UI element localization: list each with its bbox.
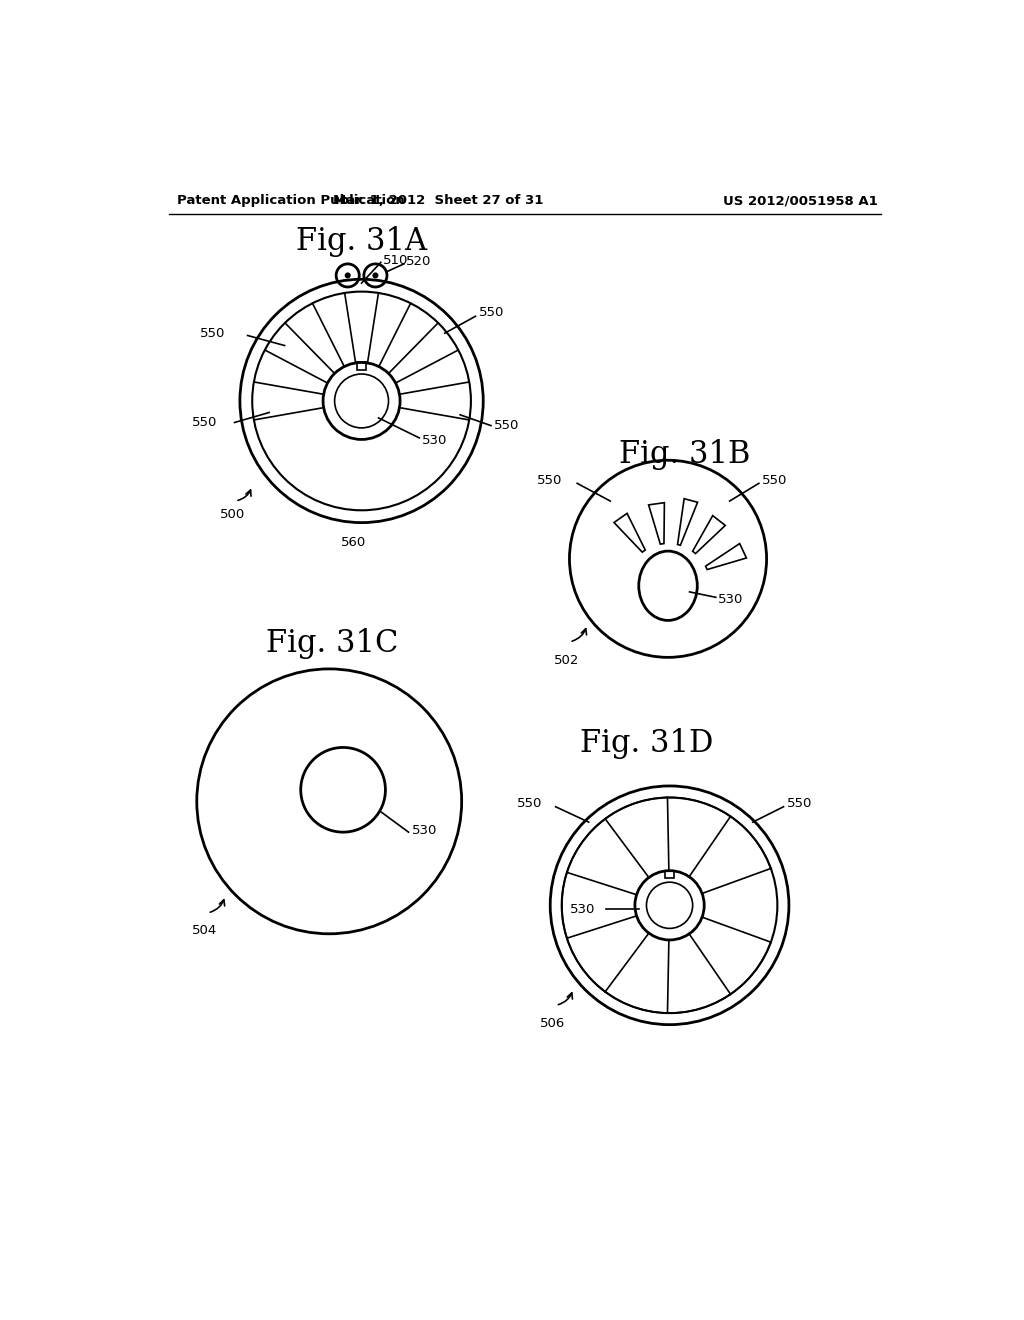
Text: 550: 550	[494, 418, 519, 432]
Text: 506: 506	[541, 1016, 565, 1030]
Text: 550: 550	[200, 326, 225, 339]
Text: 504: 504	[193, 924, 217, 937]
Text: 530: 530	[413, 824, 437, 837]
Text: 550: 550	[762, 474, 787, 487]
Circle shape	[373, 273, 378, 277]
Text: 550: 550	[193, 416, 217, 429]
Text: 550: 550	[478, 306, 504, 319]
Text: Mar. 1, 2012  Sheet 27 of 31: Mar. 1, 2012 Sheet 27 of 31	[334, 194, 544, 207]
Text: 530: 530	[569, 903, 595, 916]
Text: 560: 560	[341, 536, 367, 549]
Text: 520: 520	[407, 255, 431, 268]
Text: 510: 510	[383, 253, 409, 267]
Text: US 2012/0051958 A1: US 2012/0051958 A1	[723, 194, 878, 207]
Text: 500: 500	[220, 508, 245, 521]
Text: Patent Application Publication: Patent Application Publication	[177, 194, 404, 207]
Text: Fig. 31C: Fig. 31C	[266, 628, 398, 659]
Text: 502: 502	[554, 653, 580, 667]
Bar	[357, 363, 367, 370]
Text: 530: 530	[422, 434, 447, 447]
Bar	[666, 871, 674, 878]
Text: Fig. 31A: Fig. 31A	[296, 226, 427, 257]
Text: 550: 550	[538, 474, 562, 487]
Text: 550: 550	[786, 797, 812, 810]
Text: Fig. 31D: Fig. 31D	[580, 729, 713, 759]
Text: 550: 550	[517, 797, 543, 810]
Text: 530: 530	[718, 593, 743, 606]
Text: Fig. 31B: Fig. 31B	[620, 440, 751, 470]
Circle shape	[345, 273, 350, 277]
